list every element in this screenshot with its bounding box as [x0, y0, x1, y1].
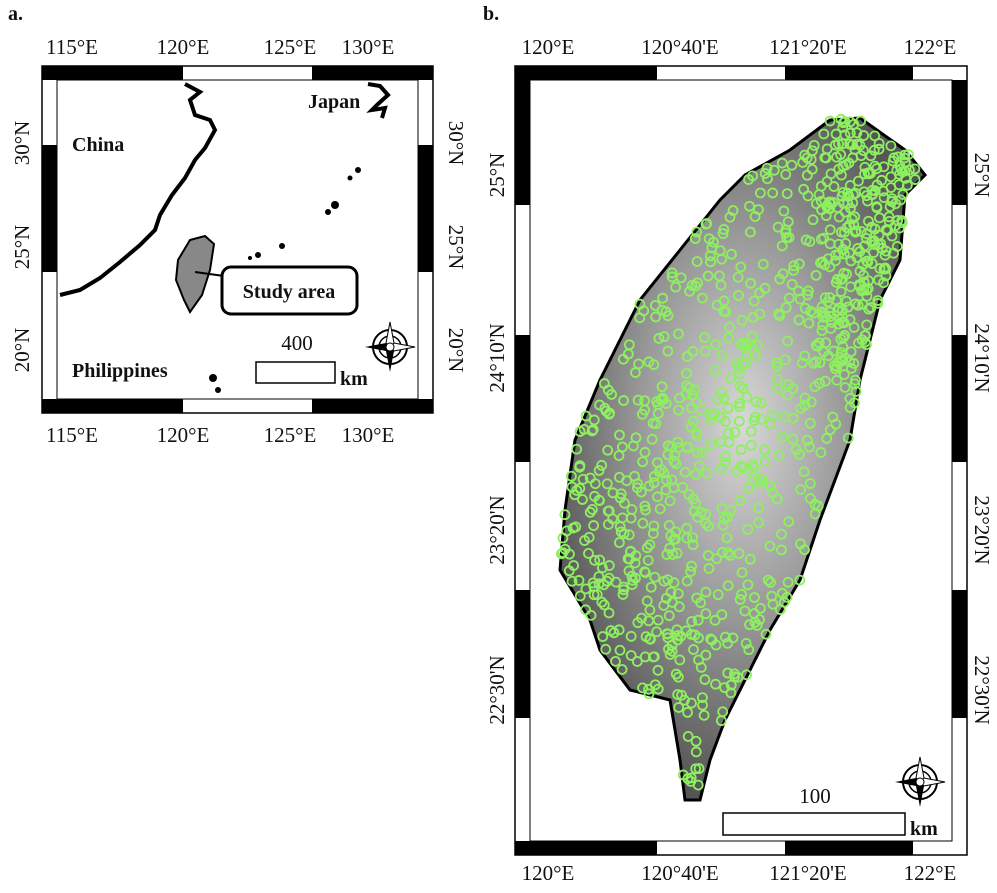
- map-area: [57, 80, 418, 399]
- panel-label: b.: [483, 3, 499, 25]
- lat-tick-label: 23°20'N: [485, 495, 509, 564]
- lon-tick-label: 125°E: [264, 423, 317, 447]
- scale-bar: [723, 813, 905, 835]
- scale-bar: [256, 362, 335, 383]
- scale-length: 400: [281, 331, 313, 355]
- lat-tick-label: 20°N: [10, 328, 34, 373]
- lat-tick-label: 24°10'N: [970, 323, 994, 392]
- lon-tick-label: 120°E: [522, 861, 575, 885]
- lon-tick-label: 121°20'E: [769, 35, 847, 59]
- lat-tick-label: 25°N: [970, 153, 994, 198]
- lon-tick-label: 130°E: [342, 423, 395, 447]
- lon-tick-label: 115°E: [46, 35, 98, 59]
- lon-tick-label: 120°E: [522, 35, 575, 59]
- lon-tick-label: 120°40'E: [641, 861, 719, 885]
- lat-tick-label: 30°N: [444, 121, 468, 166]
- lat-tick-label: 24°10'N: [485, 323, 509, 392]
- scale-unit: km: [340, 368, 368, 390]
- lon-tick-label: 120°E: [157, 35, 210, 59]
- page: a. Study area China Japan Philippines 40…: [0, 0, 997, 888]
- lat-tick-label: 22°30'N: [970, 655, 994, 724]
- lat-tick-label: 23°20'N: [970, 495, 994, 564]
- lat-tick-label: 25°N: [10, 225, 34, 270]
- scale-unit: km: [910, 818, 938, 840]
- lon-tick-label: 115°E: [46, 423, 98, 447]
- lon-tick-label: 130°E: [342, 35, 395, 59]
- lat-tick-label: 20°N: [444, 328, 468, 373]
- lat-tick-label: 22°30'N: [485, 655, 509, 724]
- lat-tick-label: 25°N: [485, 153, 509, 198]
- lon-tick-label: 122°E: [904, 861, 957, 885]
- place-label: Philippines: [72, 360, 168, 382]
- place-label: China: [72, 134, 124, 156]
- lon-tick-label: 120°40'E: [641, 35, 719, 59]
- panel-b: b. 100 km 120°E 120°E 120°40'E 120°40'E 121°…: [483, 3, 994, 885]
- panel-a: a. Study area China Japan Philippines 40…: [8, 3, 468, 447]
- lon-tick-label: 120°E: [157, 423, 210, 447]
- lat-tick-label: 25°N: [444, 225, 468, 270]
- callout-text: Study area: [243, 281, 335, 303]
- scale-length: 100: [799, 784, 831, 808]
- lon-tick-label: 125°E: [264, 35, 317, 59]
- place-label: Japan: [308, 91, 360, 113]
- lon-tick-label: 122°E: [904, 35, 957, 59]
- panel-label: a.: [8, 3, 23, 25]
- lat-tick-label: 30°N: [10, 121, 34, 166]
- lon-tick-label: 121°20'E: [769, 861, 847, 885]
- figure: a. Study area China Japan Philippines 40…: [0, 0, 997, 888]
